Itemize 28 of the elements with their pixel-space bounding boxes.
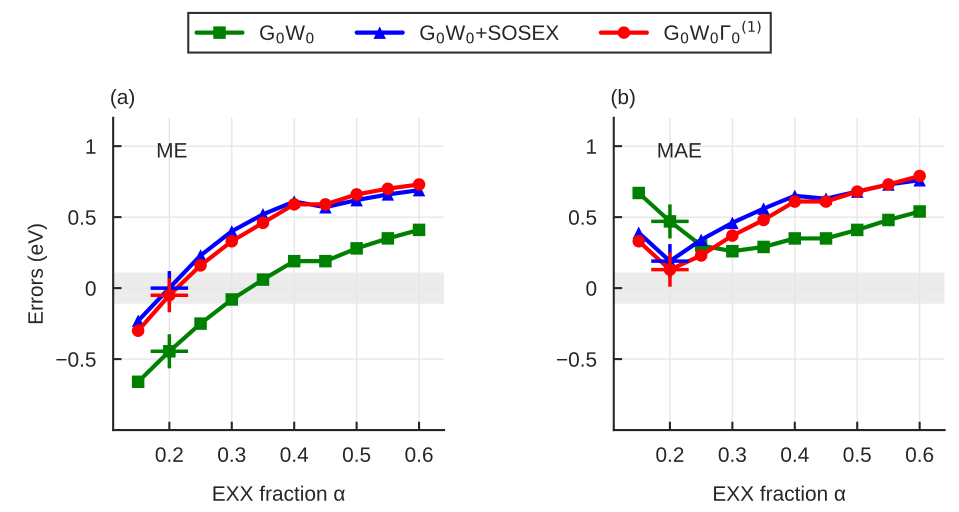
chart-title: (b)	[612, 88, 635, 108]
chart-title: (a)	[111, 88, 134, 108]
y-tick-label: 0	[86, 281, 96, 296]
legend-label: G$_{0}$W$_{0}$Γ$_{0}$$^{(1)}$	[664, 20, 761, 44]
x-tick-label: 0.2	[156, 447, 183, 462]
annotation: ME	[158, 143, 187, 158]
x-axis-title: EXX fraction α	[213, 486, 345, 501]
legend-label: G$_{0}$W$_{0}$	[260, 25, 314, 44]
x-tick-label: 0.6	[405, 447, 433, 462]
x-tick-label: 0.5	[342, 447, 370, 462]
x-tick-label: 0.3	[718, 447, 746, 462]
annotation: MAE	[658, 143, 702, 158]
x-tick-label: 0.4	[280, 447, 308, 462]
y-tick-label: −0.5	[56, 352, 96, 367]
x-tick-label: 0.6	[906, 447, 934, 462]
x-tick-label: 0.4	[781, 447, 809, 462]
y-axis-title: Errors (eV)	[28, 224, 48, 324]
x-tick-label: 0.5	[844, 447, 871, 462]
x-axis-title: EXX fraction α	[714, 486, 846, 501]
y-tick-label: 1	[86, 139, 96, 154]
y-tick-label: −0.5	[556, 352, 596, 367]
y-tick-label: 0	[586, 281, 596, 296]
legend-label: G$_{0}$W$_{0}$+SOSEX	[420, 25, 559, 44]
y-tick-label: 1	[587, 139, 596, 154]
y-tick-label: 0.5	[568, 210, 596, 225]
x-tick-label: 0.3	[218, 447, 246, 462]
x-tick-label: 0.2	[656, 447, 684, 462]
y-tick-label: 0.5	[68, 210, 96, 225]
